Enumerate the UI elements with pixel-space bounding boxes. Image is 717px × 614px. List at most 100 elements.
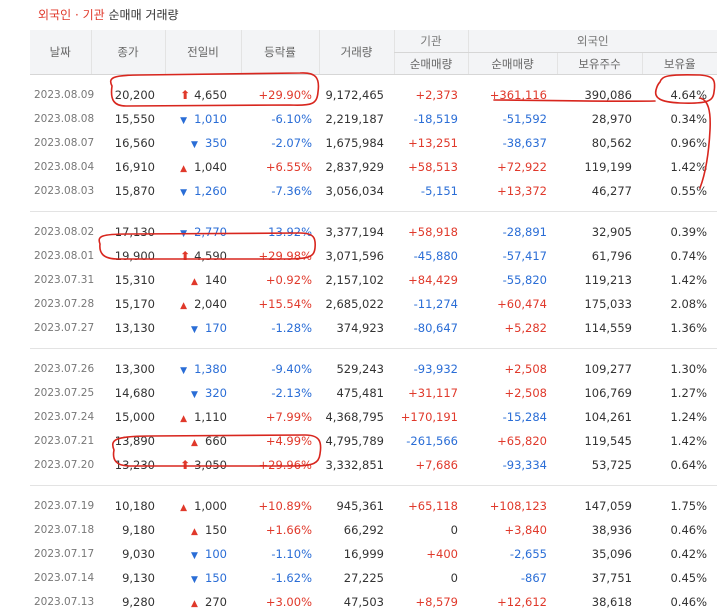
table-row: 2023.07.17 9,030 ▼ 100 -1.10% 16,999 +400 -2,65…: [30, 542, 717, 566]
table-row: 2023.08.02 17,130 ▼ 2,770 -13.92% 3,377,194 +5…: [30, 220, 717, 244]
inst-net-cell: 0: [450, 571, 458, 585]
foreign-holding-cell: 28,970: [591, 112, 632, 126]
inst-net-cell: +13,251: [408, 136, 458, 150]
close-cell: 14,680: [114, 386, 155, 400]
change-cell: ▲ 2,040: [165, 292, 241, 316]
table-row: 2023.07.31 15,310 ▲ 140 +0.92% 2,157,102 +84,4…: [30, 268, 717, 292]
volume-cell: 16,999: [343, 547, 384, 561]
foreign-ratio-cell: 0.45%: [670, 571, 708, 585]
date-cell: 2023.08.09: [34, 89, 95, 101]
change-value: 100: [205, 547, 227, 561]
foreign-holding-cell: 119,545: [584, 434, 632, 448]
col-prev-change: 전일비: [164, 30, 241, 75]
arrow-up-icon: ⬆: [180, 249, 191, 263]
table-row: 2023.07.19 10,180 ▲ 1,000 +10.89% 945,361 +65,…: [30, 494, 717, 518]
triangle-up-icon: ▲: [191, 277, 198, 287]
foreign-net-cell: +361,116: [489, 88, 547, 102]
change-cell: ⬆ 4,650: [165, 83, 241, 107]
change-cell: ▲ 270: [165, 590, 241, 614]
change-value: 1,110: [194, 410, 227, 424]
change-value: 1,040: [194, 160, 227, 174]
rate-cell: +29.90%: [258, 88, 313, 102]
date-cell: 2023.08.01: [34, 250, 95, 262]
triangle-up-icon: ▲: [180, 414, 187, 424]
rate-cell: -1.28%: [271, 321, 312, 335]
foreign-net-cell: +108,123: [489, 499, 547, 513]
inst-net-cell: +84,429: [408, 273, 458, 287]
close-cell: 15,550: [114, 112, 155, 126]
foreign-ratio-cell: 4.64%: [670, 88, 708, 102]
date-cell: 2023.07.20: [34, 459, 95, 471]
change-value: 4,590: [194, 249, 227, 263]
triangle-up-icon: ▲: [180, 164, 187, 174]
date-cell: 2023.07.31: [34, 274, 95, 286]
close-cell: 9,180: [122, 523, 155, 537]
date-cell: 2023.07.18: [34, 524, 95, 536]
date-cell: 2023.07.17: [34, 548, 95, 560]
close-cell: 13,890: [114, 434, 155, 448]
col-inst-net: 순매매량: [393, 52, 468, 75]
rate-cell: -13.92%: [264, 225, 312, 239]
rate-cell: -1.10%: [271, 547, 312, 561]
foreign-ratio-cell: 0.64%: [670, 458, 708, 472]
date-cell: 2023.08.04: [34, 161, 95, 173]
date-cell: 2023.07.25: [34, 387, 95, 399]
foreign-ratio-cell: 2.08%: [670, 297, 708, 311]
change-cell: ▼ 170: [165, 316, 241, 340]
foreign-net-cell: +3,840: [504, 523, 547, 537]
date-cell: 2023.07.28: [34, 298, 95, 310]
date-cell: 2023.07.14: [34, 572, 95, 584]
foreign-holding-cell: 38,936: [591, 523, 632, 537]
inst-net-cell: +8,579: [415, 595, 458, 609]
change-cell: ▼ 100: [165, 542, 241, 566]
close-cell: 13,230: [114, 458, 155, 472]
triangle-up-icon: ▲: [180, 301, 187, 311]
rate-cell: +7.99%: [265, 410, 312, 424]
foreign-holding-cell: 61,796: [591, 249, 632, 263]
inst-net-cell: +170,191: [400, 410, 458, 424]
date-cell: 2023.07.13: [34, 596, 95, 608]
volume-cell: 945,361: [336, 499, 384, 513]
change-value: 3,050: [194, 458, 227, 472]
foreign-ratio-cell: 1.24%: [670, 410, 708, 424]
triangle-up-icon: ▲: [180, 503, 187, 513]
volume-cell: 1,675,984: [325, 136, 384, 150]
foreign-net-cell: -38,637: [502, 136, 547, 150]
foreign-ratio-cell: 1.30%: [670, 362, 708, 376]
change-cell: ⬆ 4,590: [165, 244, 241, 268]
close-cell: 13,130: [114, 321, 155, 335]
triangle-down-icon: ▼: [191, 551, 198, 561]
foreign-holding-cell: 104,261: [584, 410, 632, 424]
foreign-holding-cell: 390,086: [584, 88, 632, 102]
triangle-down-icon: ▼: [191, 325, 198, 335]
volume-cell: 3,332,851: [325, 458, 384, 472]
table-row: 2023.07.14 9,130 ▼ 150 -1.62% 27,225 0 -867 37,7…: [30, 566, 717, 590]
triangle-up-icon: ▲: [191, 599, 198, 609]
foreign-net-cell: +60,474: [497, 297, 547, 311]
change-cell: ⬆ 3,050: [165, 453, 241, 477]
title-rest: 순매매 거래량: [104, 8, 179, 22]
volume-cell: 47,503: [343, 595, 384, 609]
foreign-ratio-cell: 0.96%: [670, 136, 708, 150]
foreign-holding-cell: 106,769: [584, 386, 632, 400]
table-row: 2023.07.20 13,230 ⬆ 3,050 +29.96% 3,332,851 +7…: [30, 453, 717, 477]
foreign-holding-cell: 114,559: [584, 321, 632, 335]
change-value: 140: [205, 273, 227, 287]
volume-cell: 66,292: [343, 523, 384, 537]
foreign-ratio-cell: 0.74%: [670, 249, 708, 263]
rate-cell: +1.66%: [265, 523, 312, 537]
rate-cell: +15.54%: [258, 297, 313, 311]
inst-net-cell: +58,513: [408, 160, 458, 174]
table-row: 2023.08.08 15,550 ▼ 1,010 -6.10% 2,219,187 -18…: [30, 107, 717, 131]
rate-cell: -1.62%: [271, 571, 312, 585]
table-row: 2023.08.01 19,900 ⬆ 4,590 +29.98% 3,071,596 -4…: [30, 244, 717, 268]
inst-net-cell: -80,647: [413, 321, 458, 335]
table-row: 2023.07.18 9,180 ▲ 150 +1.66% 66,292 0 +3,840 38…: [30, 518, 717, 542]
foreign-ratio-cell: 1.42%: [670, 160, 708, 174]
close-cell: 16,560: [114, 136, 155, 150]
inst-net-cell: -261,566: [406, 434, 458, 448]
close-cell: 13,300: [114, 362, 155, 376]
foreign-net-cell: -93,334: [502, 458, 547, 472]
table-row: 2023.07.28 15,170 ▲ 2,040 +15.54% 2,685,022 -1…: [30, 292, 717, 316]
volume-cell: 9,172,465: [325, 88, 384, 102]
